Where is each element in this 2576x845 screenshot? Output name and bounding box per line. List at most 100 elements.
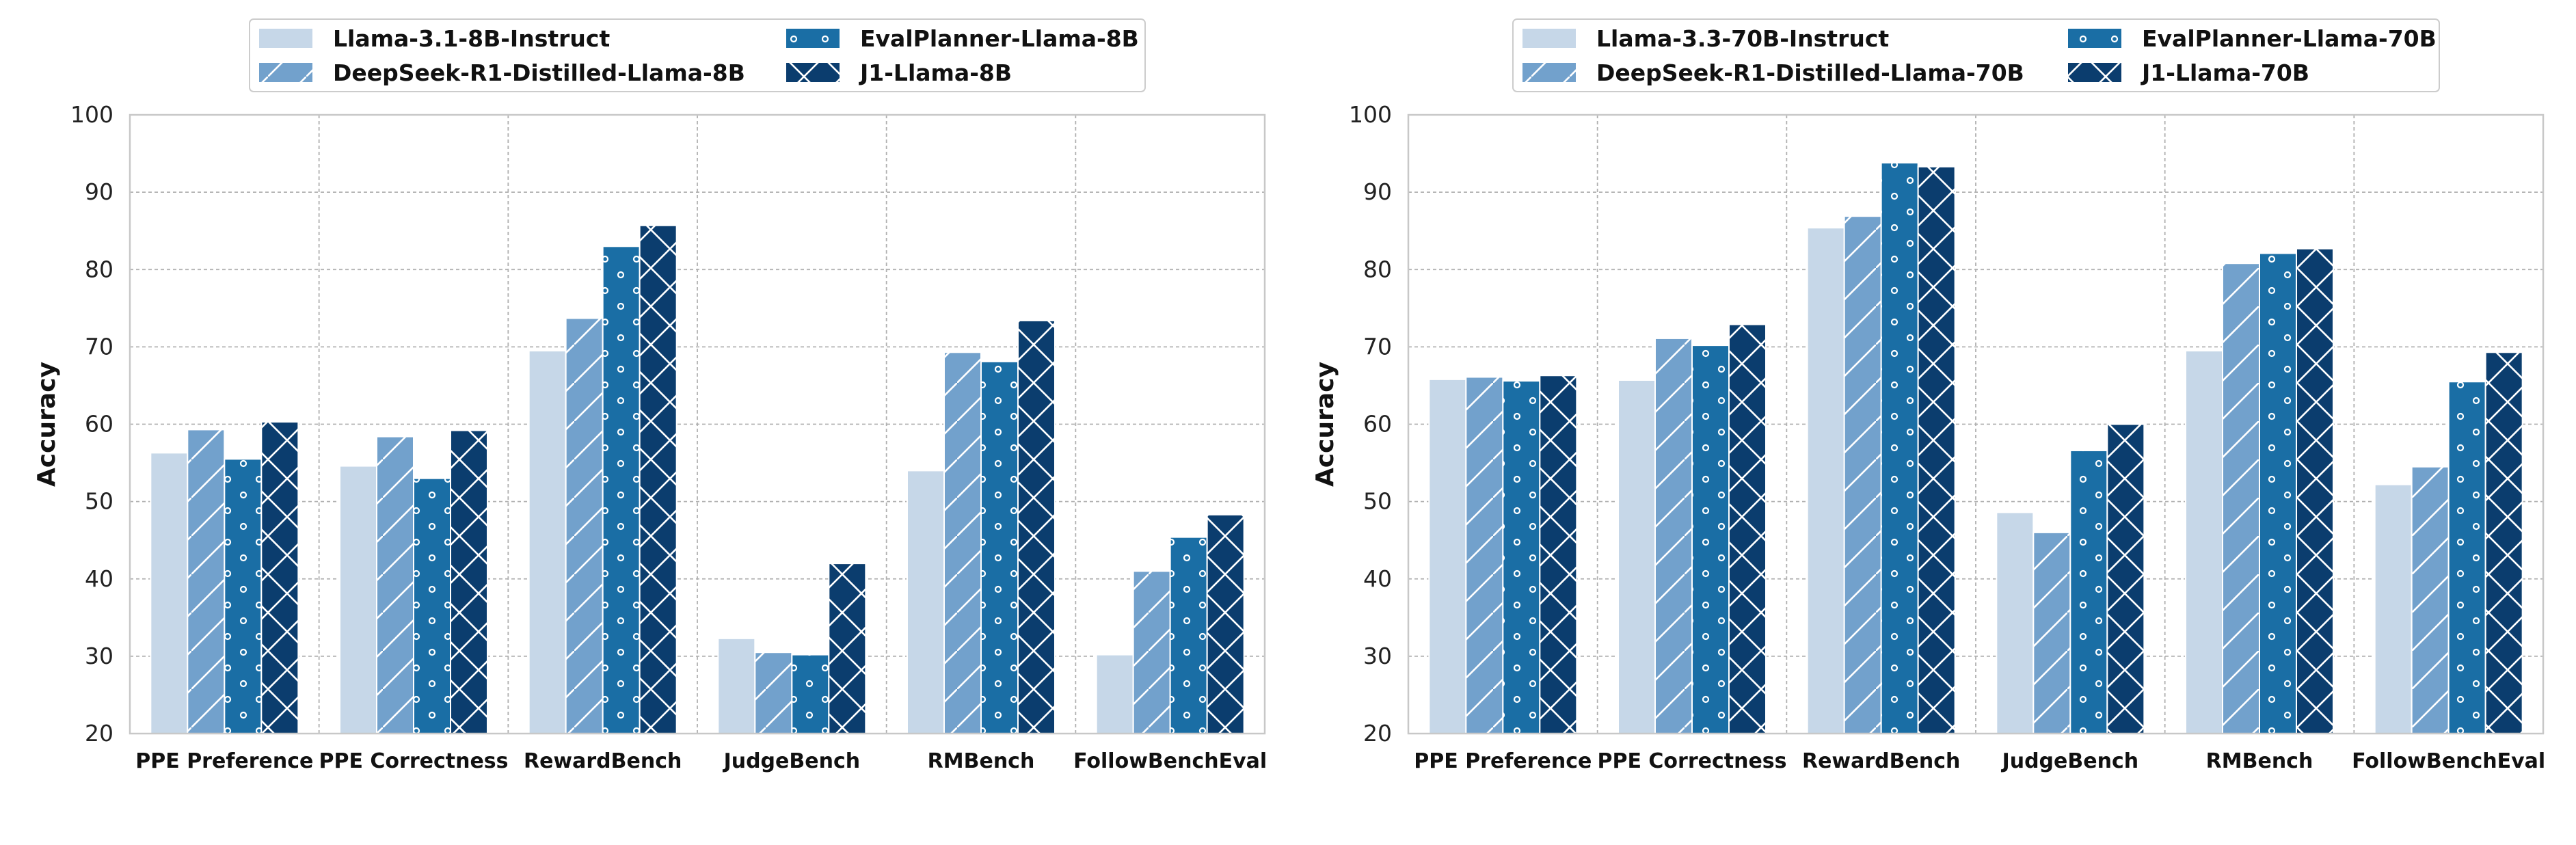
bar — [1917, 165, 1956, 734]
bar — [224, 458, 263, 734]
bar — [2032, 531, 2071, 734]
x-tick-label: JudgeBench — [2001, 749, 2139, 773]
y-tick-label: 60 — [1363, 411, 1392, 438]
bar — [1206, 513, 1245, 734]
legend-entry: J1-Llama-70B — [2068, 59, 2309, 86]
bar — [150, 452, 189, 734]
legend-entry: DeepSeek-R1-Distilled-Llama-8B — [259, 59, 745, 86]
x-tick-label: FollowBenchEval — [1073, 749, 1267, 773]
bar — [2296, 247, 2334, 734]
bar — [1169, 536, 1208, 734]
legend-entry: DeepSeek-R1-Distilled-Llama-70B — [1522, 59, 2024, 86]
bar — [339, 465, 377, 735]
y-tick-label: 40 — [85, 565, 113, 592]
bar — [828, 563, 867, 734]
y-tick-label: 70 — [85, 333, 113, 360]
bar — [2185, 350, 2223, 734]
x-tick-label: RewardBench — [524, 749, 682, 773]
legend-label: Llama-3.3-70B-Instruct — [1596, 25, 1889, 52]
y-tick-label: 80 — [1363, 256, 1392, 282]
bar — [1806, 227, 1845, 735]
bar — [2106, 423, 2145, 734]
bar — [2447, 381, 2486, 734]
plot-frame — [129, 113, 1266, 735]
y-axis-label: Accuracy — [1311, 362, 1339, 487]
x-tick-label: RMBench — [2206, 749, 2313, 773]
legend: Llama-3.3-70B-Instruct DeepSeek-R1-Distil… — [1512, 18, 2440, 92]
bar — [1465, 376, 1504, 734]
bar — [1728, 323, 1767, 735]
legend-entry: J1-Llama-8B — [786, 59, 1012, 86]
legend-label: EvalPlanner-Llama-70B — [2142, 25, 2437, 52]
bar — [2069, 449, 2108, 735]
chart-panel-2: 20 30 40 50 60 70 80 90 100 PPE Preference PPE Cor… — [1311, 18, 2545, 773]
bar — [1428, 378, 1467, 734]
legend-entry: EvalPlanner-Llama-8B — [786, 25, 1139, 52]
legend-label: DeepSeek-R1-Distilled-Llama-70B — [1596, 59, 2024, 86]
legend-swatch — [1522, 29, 1576, 48]
legend-entry: EvalPlanner-Llama-70B — [2068, 25, 2437, 52]
x-tick-label: FollowBenchEval — [2352, 749, 2545, 773]
bar — [1996, 511, 2035, 735]
plot-frame — [1407, 113, 2545, 735]
x-tick-label: PPE Preference — [1414, 749, 1592, 773]
y-tick-label: 80 — [85, 256, 113, 282]
y-tick-label: 50 — [85, 488, 113, 515]
y-tick-label: 100 — [1349, 101, 1392, 128]
y-tick-label: 100 — [70, 101, 113, 128]
x-tick-label: PPE Preference — [135, 749, 313, 773]
bar — [260, 421, 299, 734]
bar — [1880, 162, 1919, 734]
y-tick-label: 90 — [85, 178, 113, 205]
bar — [1539, 375, 1578, 734]
bar — [602, 245, 641, 734]
legend-swatch — [259, 29, 312, 48]
bar — [1691, 345, 1730, 734]
legend-box — [249, 18, 1146, 92]
legend: Llama-3.1-8B-Instruct DeepSeek-R1-Distill… — [249, 18, 1146, 92]
x-tick-label: PPE Correctness — [319, 749, 508, 773]
bar — [980, 360, 1019, 734]
x-tick-label: RMBench — [928, 749, 1035, 773]
legend-label: J1-Llama-70B — [2141, 59, 2309, 86]
bar — [413, 477, 451, 734]
y-tick-label: 90 — [1363, 178, 1392, 205]
bar — [1017, 319, 1056, 735]
bar — [2374, 483, 2413, 734]
bar — [2484, 351, 2523, 734]
x-tick-label: RewardBench — [1802, 749, 1960, 773]
legend-label: J1-Llama-8B — [859, 59, 1012, 86]
bar — [2222, 263, 2260, 734]
bar — [1654, 337, 1693, 734]
bar — [943, 351, 982, 734]
y-tick-label: 20 — [85, 720, 113, 747]
y-tick-label: 70 — [1363, 333, 1392, 360]
x-tick-label: JudgeBench — [723, 749, 861, 773]
y-tick-label: 50 — [1363, 488, 1392, 515]
bar — [376, 435, 414, 734]
bar — [791, 654, 830, 734]
y-tick-label: 30 — [85, 643, 113, 669]
y-tick-label: 30 — [1363, 643, 1392, 669]
bar — [450, 429, 488, 734]
bar — [907, 470, 945, 734]
bar — [2259, 252, 2297, 734]
bar — [1618, 379, 1656, 734]
y-axis-label: Accuracy — [33, 362, 61, 487]
legend-label: DeepSeek-R1-Distilled-Llama-8B — [333, 59, 745, 86]
bar — [754, 652, 793, 734]
bar — [717, 637, 756, 735]
bar — [1095, 654, 1134, 734]
bar — [639, 224, 677, 734]
bar — [1502, 380, 1541, 734]
legend-entry: Llama-3.1-8B-Instruct — [259, 25, 610, 52]
y-tick-label: 60 — [85, 411, 113, 438]
bar — [1132, 570, 1171, 734]
bar — [528, 350, 567, 734]
chart-panel-1: 20 30 40 50 60 70 80 90 100 PPE Preference PPE Cor… — [33, 18, 1267, 773]
bar — [1843, 215, 1882, 735]
legend-label: Llama-3.1-8B-Instruct — [333, 25, 610, 52]
legend-box — [1512, 18, 2440, 92]
